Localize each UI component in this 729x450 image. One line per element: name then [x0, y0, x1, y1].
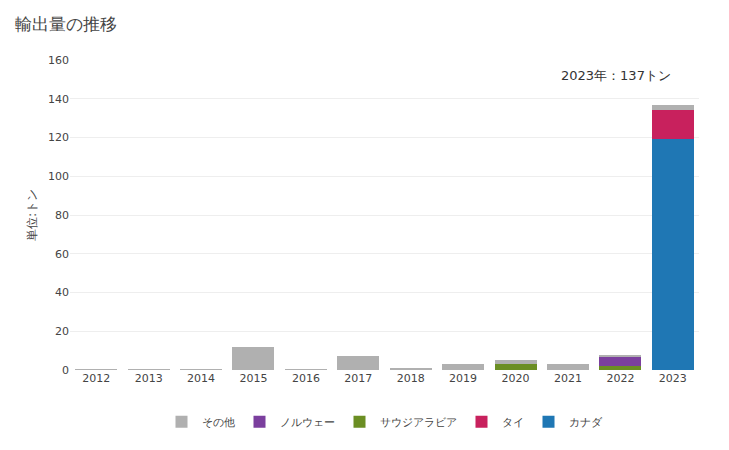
svg-text:2017: 2017 — [344, 372, 372, 385]
svg-text:20: 20 — [55, 325, 69, 338]
svg-text:2023年：137トン: 2023年：137トン — [561, 68, 671, 83]
svg-text:2023: 2023 — [659, 372, 687, 385]
svg-text:2016: 2016 — [292, 372, 320, 385]
svg-text:2013: 2013 — [135, 372, 163, 385]
svg-text:単位:トン: 単位:トン — [25, 189, 39, 241]
svg-text:2018: 2018 — [397, 372, 425, 385]
svg-text:サウジアラビア: サウジアラビア — [380, 416, 457, 429]
svg-text:2014: 2014 — [187, 372, 215, 385]
svg-text:40: 40 — [55, 286, 69, 299]
svg-text:120: 120 — [48, 131, 69, 144]
svg-text:80: 80 — [55, 209, 69, 222]
svg-text:2021: 2021 — [554, 372, 582, 385]
svg-text:160: 160 — [48, 54, 69, 67]
svg-text:カナダ: カナダ — [569, 416, 603, 429]
svg-text:2015: 2015 — [239, 372, 267, 385]
svg-text:100: 100 — [48, 170, 69, 183]
svg-text:2012: 2012 — [82, 372, 110, 385]
svg-text:その他: その他 — [202, 416, 235, 429]
svg-text:2019: 2019 — [449, 372, 477, 385]
svg-text:0: 0 — [62, 364, 69, 377]
svg-text:2022: 2022 — [606, 372, 634, 385]
svg-text:輸出量の推移: 輸出量の推移 — [15, 14, 117, 34]
svg-text:60: 60 — [55, 248, 69, 261]
svg-text:ノルウェー: ノルウェー — [280, 416, 335, 429]
svg-text:2020: 2020 — [502, 372, 530, 385]
svg-text:タイ: タイ — [502, 416, 524, 429]
svg-text:140: 140 — [48, 93, 69, 106]
